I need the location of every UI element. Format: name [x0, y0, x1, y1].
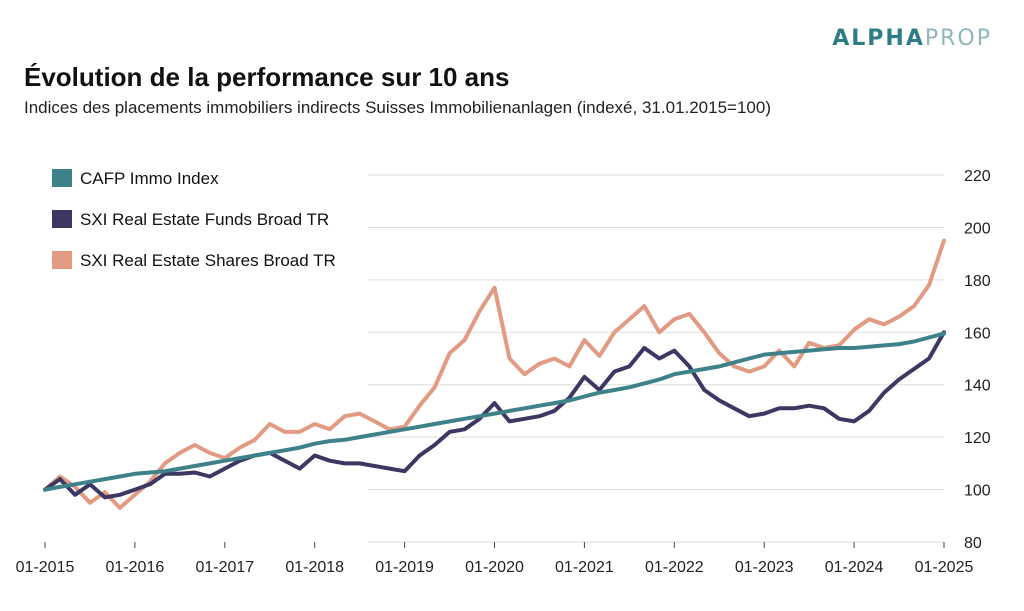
x-tick-label: 01-2023 — [735, 559, 794, 576]
x-tick-label: 01-2016 — [106, 559, 165, 576]
y-tick-label: 160 — [964, 325, 991, 342]
grid-lines — [368, 174, 944, 543]
x-tick-label: 01-2018 — [285, 559, 344, 576]
x-tick-label: 01-2021 — [555, 559, 614, 576]
series-line — [43, 238, 946, 510]
legend-label: CAFP Immo Index — [80, 169, 219, 188]
y-tick-label: 140 — [964, 378, 991, 395]
legend-label: SXI Real Estate Funds Broad TR — [80, 210, 329, 229]
y-tick-label: 100 — [964, 483, 991, 500]
x-tick-label: 01-2022 — [645, 559, 704, 576]
y-tick-label: 200 — [964, 220, 991, 237]
legend-label: SXI Real Estate Shares Broad TR — [80, 251, 336, 270]
x-axis-tick-labels: 01-2015 01-2016 01-2017 01-2018 01-2019 01-20… — [16, 542, 974, 576]
legend-swatch — [52, 251, 72, 269]
legend-swatch — [52, 169, 72, 187]
x-tick-label: 01-2015 — [16, 559, 75, 576]
chart-title: Évolution de la performance sur 10 ans — [24, 62, 510, 92]
series-lines — [43, 238, 946, 510]
x-tick-label: 01-2025 — [915, 559, 974, 576]
y-tick-label: 180 — [964, 273, 991, 290]
chart-subtitle: Indices des placements immobiliers indir… — [24, 98, 771, 117]
x-tick-label: 01-2024 — [825, 559, 884, 576]
y-tick-label: 220 — [964, 168, 991, 185]
series-line — [43, 330, 946, 500]
legend: CAFP Immo Index SXI Real Estate Funds Bro… — [52, 169, 336, 270]
series-line — [43, 331, 946, 492]
legend-swatch — [52, 210, 72, 228]
x-tick-label: 01-2020 — [465, 559, 524, 576]
y-axis-tick-labels: 80 100 120 140 160 180 200 220 — [964, 168, 991, 552]
alphaprop-logo: ALPHAPROP — [832, 26, 992, 51]
x-tick-label: 01-2017 — [195, 559, 254, 576]
y-tick-label: 80 — [964, 535, 982, 552]
x-tick-label: 01-2019 — [375, 559, 434, 576]
y-tick-label: 120 — [964, 430, 991, 447]
